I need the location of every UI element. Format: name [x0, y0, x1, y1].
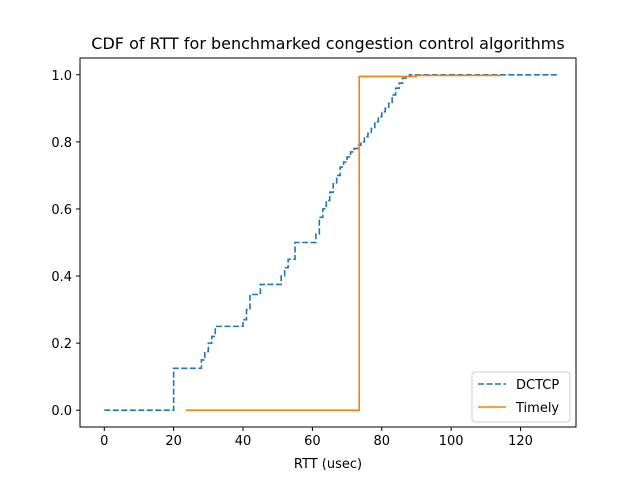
y-axis-ticks: 0.0 0.2 0.4 0.6 0.8 1.0: [51, 69, 80, 419]
series-line-dctcp: [104, 73, 559, 412]
legend-label-timely: Timely: [515, 401, 559, 416]
legend-label-dctcp: DCTCP: [516, 378, 559, 393]
x-tick-label: 20: [165, 434, 182, 449]
series-layer: [104, 73, 559, 412]
y-tick-label: 0.0: [51, 404, 72, 419]
y-tick-label: 0.2: [51, 337, 72, 352]
x-axis-ticks: 0 20 40 60 80 100 120: [100, 427, 533, 449]
x-tick-label: 60: [304, 434, 321, 449]
x-tick-label: 40: [235, 434, 252, 449]
y-tick-label: 0.8: [51, 136, 72, 151]
y-tick-label: 1.0: [51, 69, 72, 84]
y-tick-label: 0.6: [51, 203, 72, 218]
x-tick-label: 100: [439, 434, 464, 449]
legend: DCTCP Timely: [471, 371, 571, 423]
series-line-timely: [185, 74, 501, 412]
x-tick-label: 120: [508, 434, 533, 449]
chart-title: CDF of RTT for benchmarked congestion co…: [91, 34, 564, 53]
y-tick-label: 0.4: [51, 270, 72, 285]
x-tick-label: 80: [373, 434, 390, 449]
x-tick-label: 0: [100, 434, 108, 449]
plot-frame: [79, 57, 577, 428]
x-axis-label: RTT (usec): [294, 457, 362, 472]
